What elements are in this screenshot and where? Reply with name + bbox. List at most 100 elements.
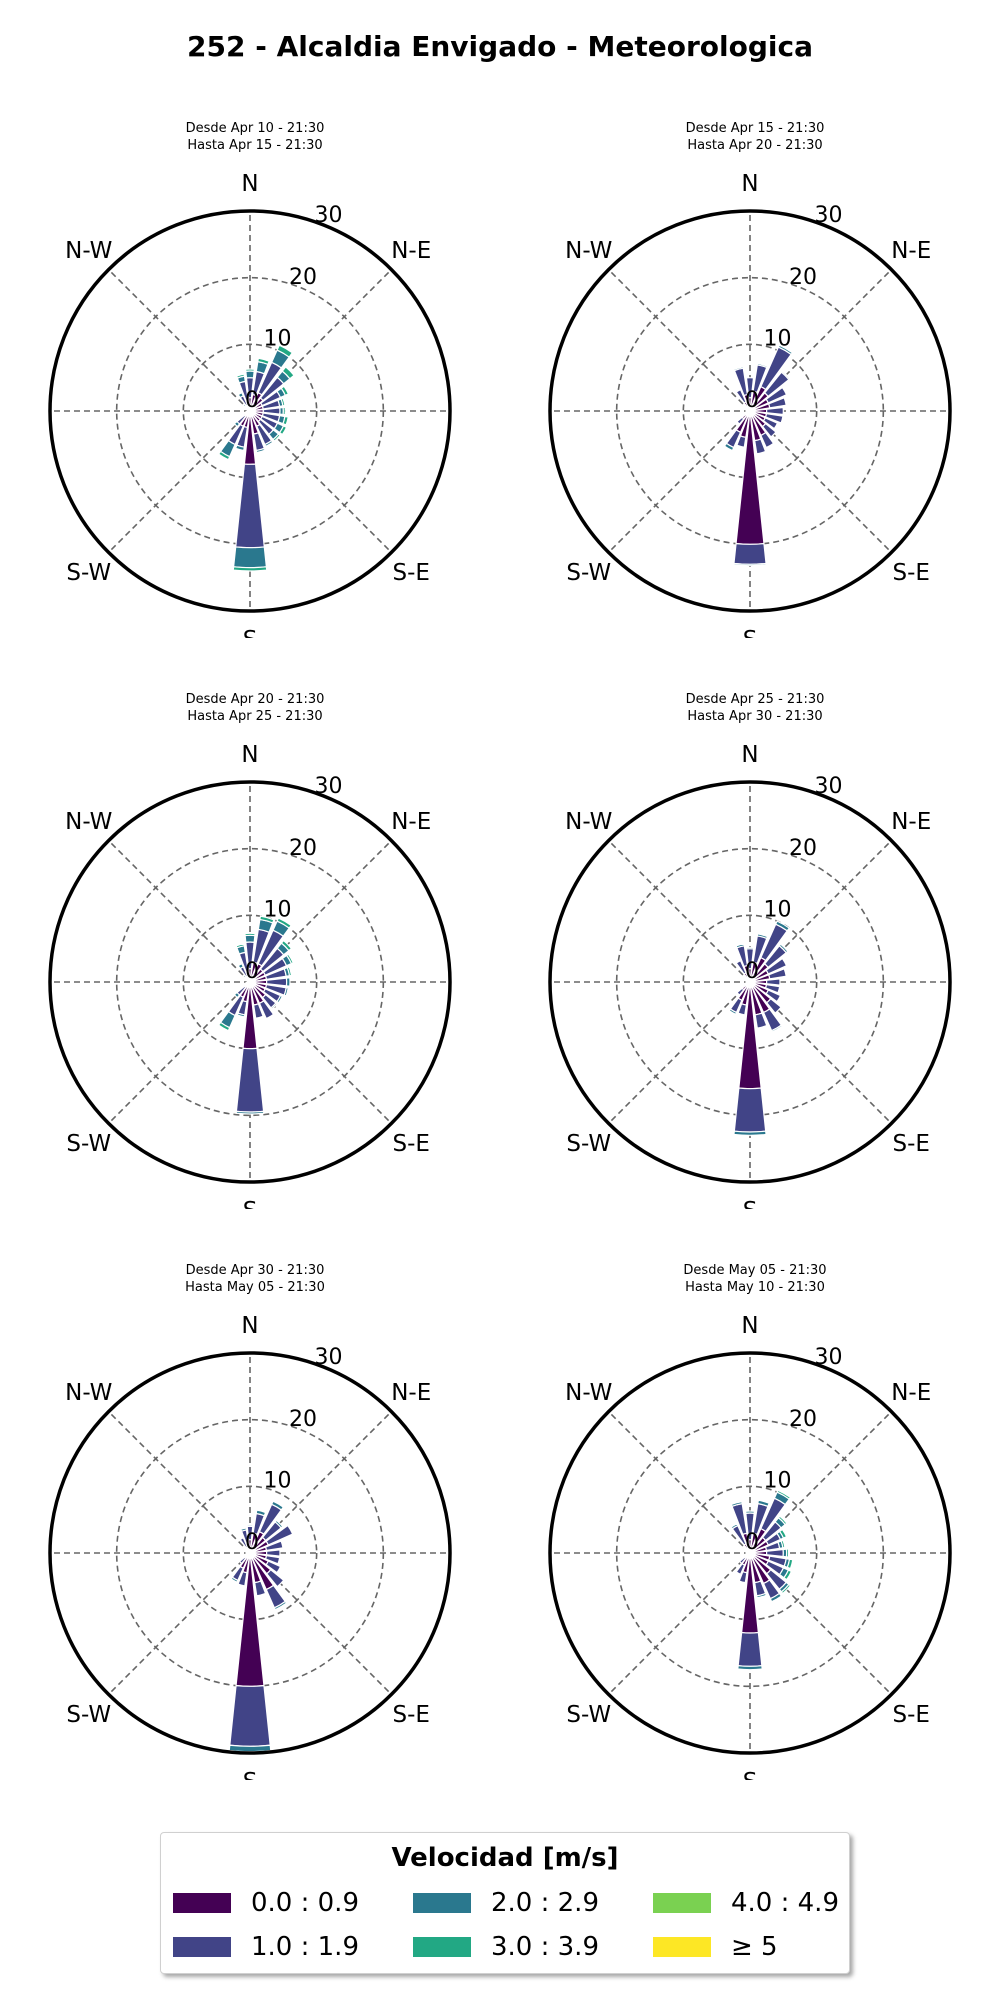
windrose-bar: [237, 391, 245, 399]
panel-subtitle-to: Hasta May 05 - 21:30: [185, 1280, 325, 1295]
windrose-bar: [254, 1580, 267, 1597]
radial-tick-label: 0: [745, 1530, 759, 1555]
windrose-bar: [258, 1000, 275, 1020]
windrose-bar: [762, 416, 779, 430]
direction-label: N-E: [391, 809, 431, 835]
gridline-ring: [115, 276, 385, 546]
legend-swatch: [413, 1937, 471, 1957]
radial-tick-label: 10: [264, 1468, 292, 1493]
windrose-bar: [756, 1592, 768, 1599]
radial-tick-label: 10: [764, 326, 792, 351]
windrose-bar: [777, 1515, 788, 1526]
windrose-panel-6: Desde May 05 - 21:30 Hasta May 10 - 21:3…: [545, 1260, 965, 1780]
windrose-bar: [276, 344, 294, 358]
legend-label: 2.0 : 2.9: [491, 1888, 599, 1918]
windrose-bar: [765, 978, 781, 986]
legend-title: Velocidad [m/s]: [391, 1843, 619, 1873]
direction-label: S-E: [393, 560, 430, 586]
windrose-bar: [778, 1528, 788, 1539]
windrose-bar: [280, 385, 290, 397]
windrose-bar: [754, 438, 767, 455]
direction-label: N: [241, 171, 258, 197]
windrose-bar: [776, 1489, 792, 1500]
radial-tick-label: 0: [245, 1530, 259, 1555]
windrose-bar: [264, 1554, 281, 1565]
figure-title: 252 - Alcaldia Envigado - Meteorologica: [187, 30, 813, 63]
windrose-bar: [233, 991, 241, 999]
radial-tick-label: 10: [264, 897, 292, 922]
radial-tick-label: 30: [315, 1345, 343, 1370]
direction-label: N: [241, 1313, 258, 1339]
gridline-spoke: [608, 410, 751, 553]
windrose-bar: [245, 370, 255, 379]
panel-subtitle-from: Desde Apr 20 - 21:30: [185, 692, 325, 707]
windrose-bar: [217, 450, 231, 461]
windrose-bar: [252, 1003, 264, 1019]
windrose-bar: [757, 1499, 770, 1508]
windrose-bar: [244, 932, 256, 937]
legend-label: 4.0 : 4.9: [731, 1888, 839, 1918]
windrose-bar: [255, 447, 266, 454]
windrose-bar: [769, 1592, 783, 1603]
panel-subtitle-to: Hasta Apr 30 - 21:30: [687, 709, 823, 724]
windrose-bar: [770, 1024, 783, 1033]
windrose-panel-1: Desde Apr 10 - 21:30 Hasta Apr 15 - 21:3…: [45, 118, 465, 638]
windrose-bar: [282, 406, 286, 416]
windrose-bar: [735, 959, 747, 975]
direction-label: N-E: [391, 238, 431, 264]
direction-label: N-W: [65, 809, 112, 835]
windrose-bar: [237, 1570, 248, 1587]
radial-tick-label: 30: [815, 774, 843, 799]
windrose-bar: [240, 1527, 248, 1532]
windrose-bar: [736, 987, 745, 996]
windrose-bar: [286, 966, 293, 977]
windrose-bar: [754, 1012, 768, 1029]
windrose-bar: [761, 422, 777, 438]
direction-label: S: [743, 1769, 758, 1780]
radial-tick-label: 20: [789, 265, 817, 290]
radial-tick-label: 30: [315, 774, 343, 799]
gridline-spoke: [608, 1552, 751, 1695]
direction-label: S: [743, 1198, 758, 1209]
direction-label: N: [741, 171, 758, 197]
direction-label: S-W: [566, 1131, 611, 1157]
legend-swatch: [653, 1937, 711, 1957]
windrose-bar: [738, 1556, 747, 1565]
windrose-bar: [780, 370, 791, 381]
windrose-bar: [232, 546, 268, 569]
gridline-spoke: [608, 1411, 751, 1554]
direction-label: N-W: [65, 1380, 112, 1406]
windrose-bar: [282, 415, 289, 426]
direction-label: S-W: [66, 560, 111, 586]
direction-label: S-E: [893, 1131, 930, 1157]
windrose-bar: [765, 406, 784, 416]
windrose-bar: [767, 968, 787, 980]
windrose-bar: [783, 1569, 793, 1581]
windrose-bar: [765, 997, 782, 1014]
windrose-bar: [756, 362, 768, 369]
windrose-bar: [235, 1110, 265, 1115]
windrose-bar: [239, 1536, 249, 1549]
gridline-spoke: [608, 981, 751, 1124]
windrose-bar: [785, 1548, 790, 1558]
windrose-bar: [264, 1540, 284, 1552]
gridline-ring: [115, 1418, 385, 1688]
direction-label: S: [243, 1198, 258, 1209]
windrose-bar: [728, 1008, 738, 1016]
windrose-bar: [265, 1568, 285, 1588]
radial-tick-label: 20: [289, 836, 317, 861]
panel-subtitle-to: Hasta Apr 20 - 21:30: [687, 138, 823, 153]
windrose-bar: [265, 1560, 282, 1574]
windrose-bar: [244, 934, 256, 943]
windrose-bar: [244, 368, 256, 372]
windrose-bar: [735, 388, 747, 404]
windrose-panel-3: Desde Apr 20 - 21:30 Hasta Apr 25 - 21:3…: [45, 689, 465, 1209]
windrose-bar: [276, 917, 292, 929]
direction-label: N: [741, 742, 758, 768]
panel-subtitle-to: Hasta Apr 25 - 21:30: [187, 709, 323, 724]
windrose-bar: [733, 366, 744, 372]
